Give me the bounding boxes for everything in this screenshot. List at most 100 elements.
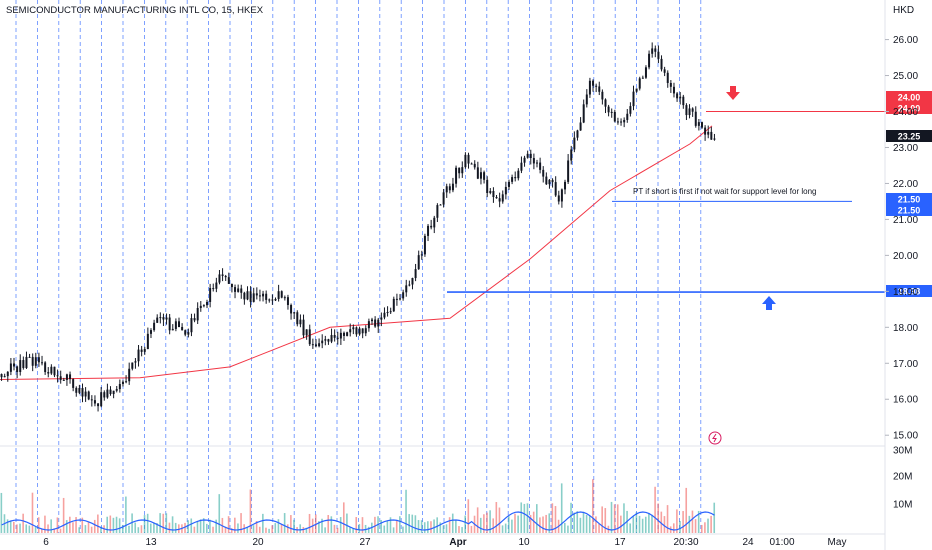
candle-body (246, 291, 249, 300)
candle-body (47, 372, 50, 374)
volume-bar (237, 523, 239, 533)
volume-bar (174, 522, 177, 533)
candle-body (156, 317, 159, 323)
candle-body (620, 121, 623, 123)
candle-body (3, 376, 6, 378)
volume-bar (153, 522, 155, 533)
candle-body (635, 88, 638, 92)
candle-body (308, 329, 311, 345)
candle-body (439, 204, 442, 206)
candle-body (131, 362, 134, 369)
volume-bar (430, 521, 432, 533)
volume-pane (0, 479, 716, 533)
volume-bar (22, 513, 24, 533)
volume-bar (246, 527, 249, 533)
candle-body (461, 167, 464, 174)
volume-bar (657, 503, 660, 533)
volume-bar (118, 518, 121, 533)
candle-body (327, 339, 330, 342)
candle-body (209, 288, 212, 302)
volume-bar (59, 528, 62, 533)
candle-body (657, 51, 660, 59)
price-axis[interactable]: 26.00 25.00 24.00 23.00 22.00 21.00 20.00 19.00… (884, 0, 918, 550)
candle-body (6, 371, 9, 377)
candle-body (187, 332, 190, 335)
volume-bar (168, 522, 171, 533)
volume-bar (165, 513, 168, 533)
candle-body (495, 197, 498, 199)
volume-bar (53, 528, 56, 533)
candle-body (19, 360, 22, 372)
volume-bar (688, 515, 691, 533)
candle-body (551, 179, 554, 183)
volume-bar (470, 525, 473, 533)
candle-body (567, 160, 570, 182)
volume-bar (710, 515, 712, 533)
candle-body (442, 192, 445, 205)
candle-body (165, 317, 168, 320)
volume-bar (97, 514, 99, 533)
candle-body (476, 167, 479, 179)
volume-bar (517, 515, 519, 533)
candle-body (694, 111, 697, 126)
volume-bar (50, 519, 52, 533)
candle-body (663, 69, 666, 73)
volume-bar (679, 520, 681, 533)
candle-body (511, 177, 514, 182)
volume-bar (44, 515, 46, 533)
price-tag-label: 24.00 (898, 104, 921, 114)
price-tag (886, 130, 932, 142)
candle-body (414, 269, 417, 279)
volume-bar (427, 521, 429, 533)
candle-body (560, 189, 563, 202)
candle-body (479, 172, 482, 179)
candle-body (262, 293, 265, 297)
candle-body (255, 293, 258, 296)
volume-bar (37, 517, 40, 533)
candle-body (529, 153, 532, 159)
candle-body (305, 329, 308, 336)
candle-body (178, 321, 180, 327)
time-axis[interactable]: 6 13 20 27 Apr 10 17 20:30 24 01:00 May (43, 537, 846, 548)
flash-icon[interactable] (708, 431, 722, 445)
candle-body (121, 381, 124, 385)
volume-tick-label: 20M (893, 472, 912, 483)
ma-line (0, 125, 713, 380)
volume-bar (417, 520, 420, 533)
candle-body (174, 321, 177, 329)
candle-body (234, 287, 237, 292)
volume-bar (9, 520, 12, 533)
volume-bar (112, 517, 115, 533)
candle-body (346, 332, 349, 336)
candle-body (358, 328, 361, 335)
volume-bar (327, 515, 330, 533)
volume-bar (143, 515, 146, 533)
volume-bar (193, 526, 196, 533)
price-tag (886, 102, 932, 114)
volume-bar (476, 507, 479, 533)
volume-bar (128, 525, 130, 533)
volume-bar (641, 518, 644, 533)
volume-bar (520, 502, 523, 533)
volume-bar (536, 504, 538, 533)
candle-body (386, 312, 389, 314)
volume-bar (87, 521, 90, 533)
volume-bar (613, 504, 616, 533)
candle-body (221, 274, 224, 276)
candle-body (554, 182, 557, 196)
candle-body (679, 96, 682, 99)
volume-bar (258, 526, 261, 533)
candle-body (644, 67, 647, 78)
candle-body (193, 318, 196, 321)
candle-body (713, 138, 716, 140)
volume-bar (137, 527, 140, 533)
candle-body (277, 291, 280, 299)
candle-body (106, 389, 109, 398)
volume-bar (439, 522, 442, 533)
candle-body (666, 72, 669, 83)
volume-bar (31, 492, 34, 533)
candle-body (638, 78, 641, 89)
candle-body (311, 344, 314, 346)
